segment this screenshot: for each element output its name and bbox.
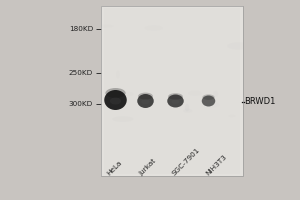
Bar — [100, 6, 243, 176]
Ellipse shape — [183, 109, 192, 113]
Text: BRWD1: BRWD1 — [244, 98, 276, 106]
Bar — [100, 6, 243, 176]
Bar — [100, 6, 243, 176]
Ellipse shape — [93, 24, 114, 28]
Ellipse shape — [227, 42, 250, 50]
Ellipse shape — [171, 99, 180, 104]
Ellipse shape — [120, 92, 134, 96]
Ellipse shape — [228, 115, 236, 117]
Ellipse shape — [185, 104, 189, 111]
Ellipse shape — [206, 102, 219, 107]
Ellipse shape — [105, 88, 126, 98]
Ellipse shape — [145, 25, 163, 31]
Bar — [103, 8, 240, 174]
Text: 180KD: 180KD — [69, 26, 93, 32]
Text: HeLa: HeLa — [105, 160, 122, 177]
Text: 300KD: 300KD — [69, 101, 93, 107]
Text: Jurkat: Jurkat — [138, 158, 158, 177]
Ellipse shape — [137, 94, 154, 108]
Ellipse shape — [138, 93, 153, 100]
Text: 250KD: 250KD — [69, 70, 93, 76]
Ellipse shape — [168, 93, 183, 100]
Ellipse shape — [202, 94, 214, 100]
Ellipse shape — [116, 71, 120, 78]
Ellipse shape — [104, 90, 127, 110]
Ellipse shape — [213, 91, 218, 97]
Ellipse shape — [112, 116, 133, 122]
Ellipse shape — [205, 100, 212, 103]
Ellipse shape — [202, 96, 215, 106]
Ellipse shape — [167, 95, 184, 108]
Ellipse shape — [188, 91, 202, 96]
Ellipse shape — [141, 99, 150, 104]
Text: SGC-7901: SGC-7901 — [171, 147, 201, 177]
Ellipse shape — [110, 98, 121, 104]
Text: NIH3T3: NIH3T3 — [204, 154, 227, 177]
